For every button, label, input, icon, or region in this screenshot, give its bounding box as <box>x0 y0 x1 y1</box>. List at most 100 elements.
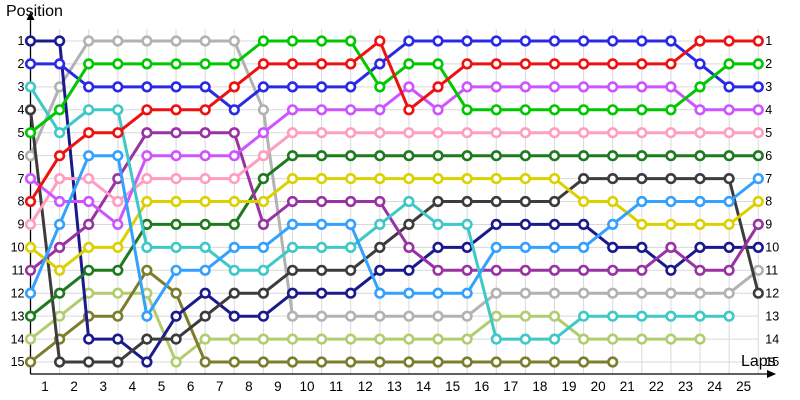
marker-blue-lap3 <box>112 81 124 93</box>
marker-dodger-blue-lap23 <box>694 195 706 208</box>
marker-violet-lap5 <box>170 150 182 162</box>
marker-blue-lap19 <box>577 35 590 47</box>
bottom-tick-2: 2 <box>70 379 78 394</box>
marker-charcoal-lap0 <box>24 104 37 116</box>
bottom-tick-labels: 1 2 3 4 5 6 7 8 9 10 11 12 13 14 15 16 17 18 19 20 21 22 23 24 2… <box>41 379 751 394</box>
marker-cyan-lap6 <box>199 241 211 253</box>
marker-cyan-lap21 <box>636 310 648 322</box>
marker-red-lap16 <box>490 58 502 70</box>
bottom-tick-21: 21 <box>620 379 635 394</box>
marker-pink-lap24 <box>723 127 735 139</box>
marker-red-lap0 <box>24 195 37 208</box>
marker-pink-lap10 <box>316 127 328 139</box>
marker-pink-lap12 <box>374 127 386 139</box>
marker-charcoal-lap10 <box>316 264 328 276</box>
marker-green-lap14 <box>432 58 444 70</box>
marker-yellow-lap10 <box>316 173 328 185</box>
marker-silver-lap6 <box>199 35 211 47</box>
marker-purple-lap0 <box>24 264 37 276</box>
marker-pink-lap25 <box>752 127 764 139</box>
marker-cyan-lap0 <box>24 81 37 93</box>
series-pink <box>24 127 764 230</box>
marker-purple-lap14 <box>432 264 444 276</box>
right-tick-4: 4 <box>765 103 772 117</box>
marker-cyan-lap4 <box>141 241 153 253</box>
marker-blue-lap15 <box>461 35 473 47</box>
marker-red-lap3 <box>112 127 124 139</box>
marker-green-lap24 <box>723 58 735 70</box>
marker-dodger-blue-lap19 <box>577 241 590 253</box>
marker-pink-lap20 <box>607 127 619 139</box>
marker-violet-lap24 <box>723 104 735 116</box>
marker-purple-lap20 <box>607 264 619 276</box>
marker-green-lap0 <box>24 127 37 139</box>
marker-cyan-lap3 <box>112 104 124 116</box>
marker-charcoal-lap7 <box>228 287 240 299</box>
marker-dark-green-lap12 <box>374 150 386 162</box>
marker-green-lap1 <box>53 104 66 116</box>
marker-dodger-blue-lap14 <box>432 287 444 299</box>
marker-silver-lap16 <box>490 287 502 299</box>
right-tick-1: 1 <box>765 34 772 48</box>
marker-navy-lap25 <box>752 241 764 253</box>
marker-yellow-green-lap0 <box>24 333 37 345</box>
marker-dark-green-lap25 <box>752 150 764 162</box>
chart-y-axis-title: Position <box>6 3 63 20</box>
right-tick-5: 5 <box>765 126 772 140</box>
marker-dodger-blue-lap13 <box>403 287 415 299</box>
marker-green-lap16 <box>490 104 502 116</box>
marker-violet-lap9 <box>286 104 299 116</box>
marker-yellow-lap24 <box>723 218 735 230</box>
marker-violet-lap8 <box>257 127 270 139</box>
marker-yellow-lap18 <box>548 173 561 185</box>
bottom-tick-25: 25 <box>736 379 751 394</box>
marker-purple-lap25 <box>752 218 764 230</box>
marker-navy-lap15 <box>461 241 473 253</box>
right-tick-6: 6 <box>765 149 772 163</box>
marker-violet-lap20 <box>607 81 619 93</box>
marker-charcoal-lap6 <box>199 310 211 322</box>
marker-dodger-blue-lap21 <box>636 195 648 208</box>
marker-purple-lap22 <box>665 241 677 253</box>
marker-purple-lap13 <box>403 241 415 253</box>
marker-blue-lap20 <box>607 35 619 47</box>
marker-blue-lap11 <box>345 81 357 93</box>
marker-navy-lap2 <box>83 333 95 345</box>
marker-yellow-lap16 <box>490 173 502 185</box>
marker-navy-lap3 <box>112 333 124 345</box>
marker-pink-lap7 <box>228 173 240 185</box>
series-dark-green <box>24 150 764 322</box>
marker-silver-lap19 <box>577 287 590 299</box>
marker-green-lap5 <box>170 58 182 70</box>
bottom-tick-24: 24 <box>707 379 723 394</box>
marker-cyan-lap23 <box>694 310 706 322</box>
marker-charcoal-lap2 <box>83 356 95 368</box>
marker-yellow-green-lap16 <box>490 310 502 322</box>
marker-red-lap17 <box>519 58 532 70</box>
marker-yellow-lap19 <box>577 195 590 208</box>
marker-yellow-lap5 <box>170 195 182 208</box>
marker-pink-lap15 <box>461 127 473 139</box>
marker-dark-green-lap1 <box>53 287 66 299</box>
marker-navy-lap16 <box>490 218 502 230</box>
marker-dark-green-lap14 <box>432 150 444 162</box>
marker-blue-lap5 <box>170 81 182 93</box>
bottom-tick-19: 19 <box>562 379 577 394</box>
marker-dark-green-lap15 <box>461 150 473 162</box>
marker-pink-lap16 <box>490 127 502 139</box>
marker-purple-lap4 <box>141 127 153 139</box>
right-tick-2: 2 <box>765 57 772 71</box>
marker-navy-lap9 <box>286 287 299 299</box>
right-tick-8: 8 <box>765 195 772 209</box>
marker-green-lap12 <box>374 81 386 93</box>
marker-purple-lap2 <box>83 218 95 230</box>
right-tick-10: 10 <box>765 241 779 255</box>
marker-navy-lap5 <box>170 310 182 322</box>
marker-silver-lap4 <box>141 35 153 47</box>
marker-olive-lap20 <box>607 356 619 368</box>
left-tick-14: 14 <box>11 332 25 346</box>
marker-red-lap8 <box>257 58 270 70</box>
marker-silver-lap7 <box>228 35 240 47</box>
marker-violet-lap11 <box>345 104 357 116</box>
